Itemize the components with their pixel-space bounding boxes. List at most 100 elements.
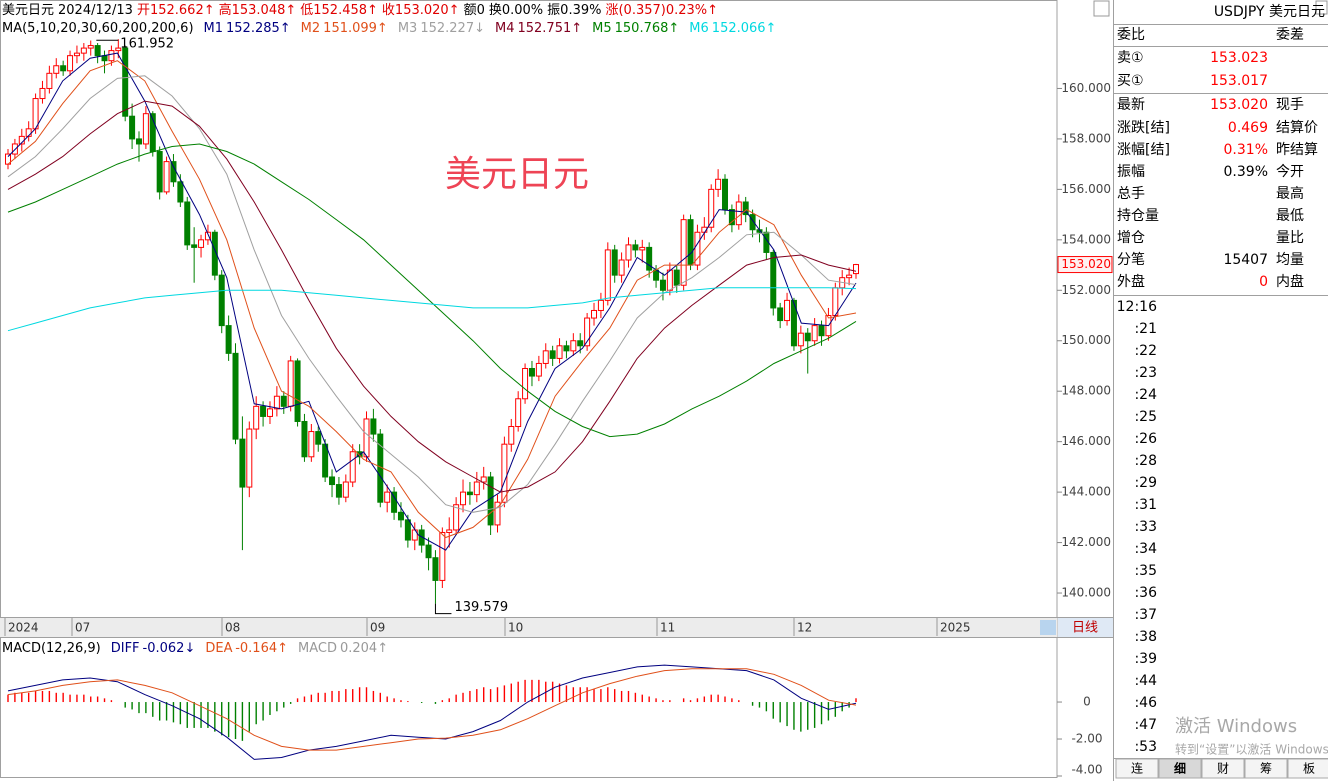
header-item: 开152.662↑ bbox=[137, 3, 215, 18]
candle-body bbox=[39, 87, 46, 100]
candle-body bbox=[87, 45, 94, 49]
candle-body bbox=[797, 332, 804, 347]
candle-body bbox=[280, 395, 287, 407]
candle-body bbox=[715, 178, 722, 190]
tick-time: :22 bbox=[1134, 343, 1157, 359]
tab-label[interactable]: 筹 bbox=[1260, 762, 1272, 776]
x-tick-label: 09 bbox=[370, 621, 385, 635]
tab[interactable] bbox=[1115, 758, 1159, 779]
y-tick-label: 142.000 bbox=[1061, 535, 1111, 549]
candle-body bbox=[108, 50, 115, 62]
tab[interactable] bbox=[1201, 758, 1245, 779]
candle-body bbox=[777, 307, 784, 322]
candle-body bbox=[67, 55, 74, 72]
candle-body bbox=[163, 161, 170, 193]
candle-body bbox=[832, 287, 839, 317]
tick-time: :23 bbox=[1134, 365, 1157, 381]
tab-label[interactable]: 连 bbox=[1131, 761, 1143, 776]
candle-body bbox=[549, 350, 556, 359]
candle-body bbox=[349, 451, 356, 483]
tab[interactable] bbox=[1244, 758, 1288, 779]
y-tick-label: 156.000 bbox=[1061, 182, 1111, 196]
candle-body bbox=[184, 201, 191, 246]
tick-time: :21 bbox=[1134, 321, 1157, 337]
candle-body bbox=[391, 491, 398, 513]
candle-body bbox=[591, 309, 598, 319]
candle-body bbox=[80, 47, 87, 54]
tick-time: :47 bbox=[1134, 717, 1157, 733]
candle-body bbox=[680, 219, 687, 286]
candle-body bbox=[453, 504, 460, 531]
row-label: 增仓 bbox=[1117, 230, 1145, 246]
y-tick-label: 160.000 bbox=[1061, 81, 1111, 95]
row-label: 委比 bbox=[1117, 27, 1145, 43]
ma-label: MA(5,10,20,30,60,200,200,6) bbox=[2, 21, 194, 36]
candle-body bbox=[460, 491, 467, 506]
candle-body bbox=[666, 269, 673, 291]
legend-name: M5 bbox=[592, 21, 612, 36]
candle-body bbox=[625, 244, 632, 261]
legend-value: 152.066↑ bbox=[712, 21, 777, 36]
macd-lines bbox=[7, 664, 857, 760]
macd-title: MACD(12,26,9) bbox=[2, 641, 101, 656]
legend-name: DIFF bbox=[111, 641, 140, 656]
y-tick-label: 150.000 bbox=[1061, 333, 1111, 347]
candle-body bbox=[487, 476, 494, 526]
date-strip bbox=[0, 618, 1057, 637]
quote-header: 美元日元 2024/12/13 开152.662↑ 高153.048↑ 低152.458… bbox=[2, 2, 718, 18]
candle-body bbox=[370, 418, 377, 435]
y-tick-label: 146.000 bbox=[1061, 434, 1111, 448]
low-annotation: 139.579 bbox=[454, 600, 508, 615]
tick-time: :37 bbox=[1134, 607, 1157, 623]
period-box[interactable] bbox=[1058, 618, 1113, 637]
candle-body bbox=[204, 231, 211, 241]
chart-title: 美元日元 bbox=[445, 154, 589, 195]
candle-body bbox=[225, 325, 232, 354]
candle-body bbox=[632, 244, 639, 251]
last-price-label: 153.020 bbox=[1061, 257, 1111, 271]
tick-time: :44 bbox=[1134, 673, 1157, 689]
header-item: 收153.020↑ bbox=[382, 3, 460, 18]
candle-body bbox=[473, 481, 480, 496]
candle-body bbox=[597, 299, 604, 311]
candle-body bbox=[735, 201, 742, 226]
row-label: 持仓量 bbox=[1117, 208, 1159, 224]
row-value: 153.017 bbox=[1210, 73, 1268, 89]
x-tick-label: 08 bbox=[225, 621, 240, 635]
icon[interactable] bbox=[1315, 0, 1328, 15]
row-value: 0.39% bbox=[1224, 164, 1268, 180]
tab-label[interactable]: 板 bbox=[1303, 762, 1315, 776]
row-label: 分笔 bbox=[1117, 252, 1145, 268]
ma-header: MA(5,10,20,30,60,200,200,6) M1 152.285↑ M2 1… bbox=[2, 21, 776, 36]
period-label[interactable]: 日线 bbox=[1072, 621, 1098, 636]
legend-name: MACD bbox=[298, 641, 337, 656]
candle-body bbox=[853, 264, 859, 275]
tab-label[interactable]: 财 bbox=[1217, 762, 1229, 776]
candle-body bbox=[611, 249, 618, 276]
tick-time: :36 bbox=[1134, 585, 1157, 601]
x-tick-label: 2024 bbox=[8, 621, 39, 635]
candle-body bbox=[260, 405, 267, 417]
ma-line bbox=[7, 143, 857, 438]
scroll-button[interactable] bbox=[1040, 620, 1056, 635]
icon[interactable] bbox=[1093, 0, 1110, 17]
tab[interactable] bbox=[1158, 758, 1202, 779]
legend-value: 152.227↓ bbox=[420, 21, 485, 36]
x-tick-label: 12 bbox=[797, 621, 812, 635]
tick-time: :26 bbox=[1134, 431, 1157, 447]
candle-body bbox=[384, 491, 391, 503]
tab[interactable] bbox=[1287, 758, 1328, 779]
legend-value: 151.099↑ bbox=[323, 21, 388, 36]
candle-body bbox=[687, 219, 694, 266]
candle-body bbox=[170, 161, 177, 183]
candles bbox=[5, 39, 859, 604]
candle-body bbox=[563, 345, 570, 352]
y-tick-label: 0 bbox=[1083, 695, 1091, 709]
legend-name: DEA bbox=[205, 641, 232, 656]
high-annotation: 161.952 bbox=[120, 37, 174, 52]
y-tick-label: 152.000 bbox=[1061, 283, 1111, 297]
candle-body bbox=[239, 438, 246, 488]
x-tick-label: 2025 bbox=[940, 621, 971, 635]
tab-label[interactable]: 细 bbox=[1174, 761, 1186, 776]
